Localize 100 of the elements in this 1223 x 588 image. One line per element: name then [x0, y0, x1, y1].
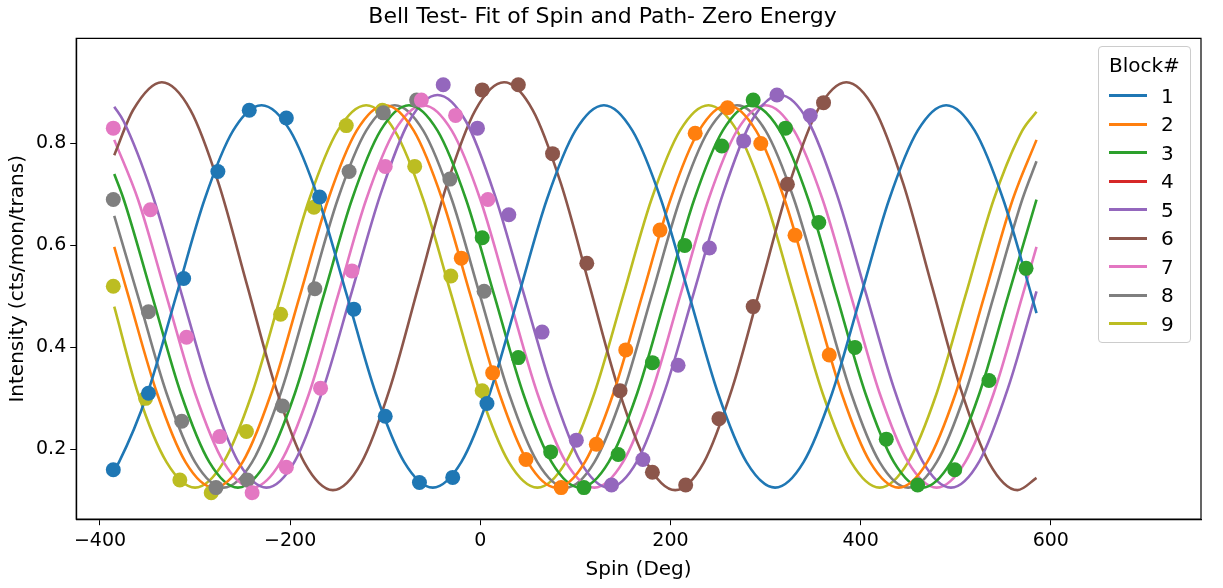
point	[543, 444, 559, 460]
point	[1018, 260, 1034, 276]
point	[910, 477, 926, 493]
point	[244, 485, 260, 501]
point	[635, 452, 651, 468]
point	[241, 102, 257, 118]
point	[411, 474, 427, 490]
x-tick-label: −200	[264, 527, 317, 550]
point	[588, 436, 604, 452]
point	[576, 480, 592, 496]
point	[469, 120, 485, 136]
point	[105, 462, 121, 478]
point	[140, 385, 156, 401]
point	[480, 192, 496, 208]
x-tick-label: −400	[73, 527, 127, 550]
point	[338, 118, 354, 134]
point	[753, 135, 769, 151]
y-tick-label: 0.8	[36, 130, 67, 153]
x-tick-label: 400	[842, 527, 879, 550]
point	[140, 304, 156, 320]
point	[779, 176, 795, 192]
point	[445, 469, 461, 485]
point	[210, 163, 226, 179]
point	[474, 383, 490, 399]
point	[510, 77, 526, 93]
point	[479, 395, 495, 411]
point	[278, 110, 294, 126]
point	[105, 278, 121, 294]
chart-title: Bell Test- Fit of Spin and Path- Zero Energy	[368, 2, 837, 28]
y-tick-label: 0.2	[36, 436, 67, 459]
point	[981, 373, 997, 389]
point	[474, 230, 490, 246]
point	[453, 250, 469, 266]
point	[802, 107, 818, 123]
point	[736, 133, 752, 149]
point	[501, 207, 517, 223]
point	[534, 324, 550, 340]
legend-label: 5	[1161, 197, 1174, 222]
point	[474, 82, 490, 98]
x-tick-label: 0	[474, 527, 487, 550]
point	[711, 411, 727, 427]
point	[312, 189, 328, 205]
point	[174, 413, 190, 429]
point	[714, 138, 730, 154]
point	[644, 464, 660, 480]
legend-label: 9	[1161, 311, 1174, 336]
point	[476, 283, 492, 299]
legend-label: 7	[1161, 254, 1174, 279]
y-tick-label: 0.4	[36, 334, 67, 357]
point	[176, 271, 192, 287]
point	[142, 202, 158, 218]
point	[652, 222, 668, 238]
point	[612, 383, 628, 399]
point	[435, 77, 451, 93]
y-tick-label: 0.6	[36, 232, 67, 255]
point	[172, 472, 188, 488]
point	[238, 424, 254, 439]
point	[579, 255, 595, 271]
point	[811, 214, 827, 230]
point	[701, 240, 717, 256]
point	[485, 365, 501, 381]
point	[687, 125, 703, 141]
point	[179, 329, 195, 345]
point	[442, 171, 458, 187]
point	[212, 429, 228, 445]
point	[947, 462, 963, 478]
point	[670, 357, 686, 373]
point	[341, 163, 357, 179]
point	[878, 431, 894, 447]
point	[510, 350, 526, 366]
point	[816, 95, 832, 111]
point	[610, 446, 626, 462]
point	[377, 408, 393, 424]
point	[778, 120, 794, 136]
point	[448, 107, 464, 123]
point	[275, 398, 291, 414]
point	[745, 92, 761, 108]
legend-label: 2	[1161, 112, 1174, 137]
point	[413, 92, 429, 108]
x-tick-label: 600	[1032, 527, 1069, 550]
legend-label: 8	[1161, 283, 1174, 308]
point	[678, 477, 694, 493]
point	[644, 355, 660, 371]
point	[568, 432, 584, 448]
point	[553, 480, 569, 496]
point	[787, 227, 803, 243]
point	[313, 380, 329, 396]
point	[208, 480, 224, 496]
point	[847, 339, 863, 355]
point	[278, 459, 294, 475]
point	[273, 306, 289, 322]
legend-label: 3	[1161, 140, 1174, 165]
legend-label: 4	[1161, 169, 1174, 194]
x-tick-label: 200	[652, 527, 689, 550]
point	[346, 301, 362, 317]
point	[518, 452, 534, 468]
x-axis-title: Spin (Deg)	[585, 556, 692, 581]
point	[545, 146, 561, 162]
point	[604, 477, 620, 493]
point	[443, 268, 459, 284]
